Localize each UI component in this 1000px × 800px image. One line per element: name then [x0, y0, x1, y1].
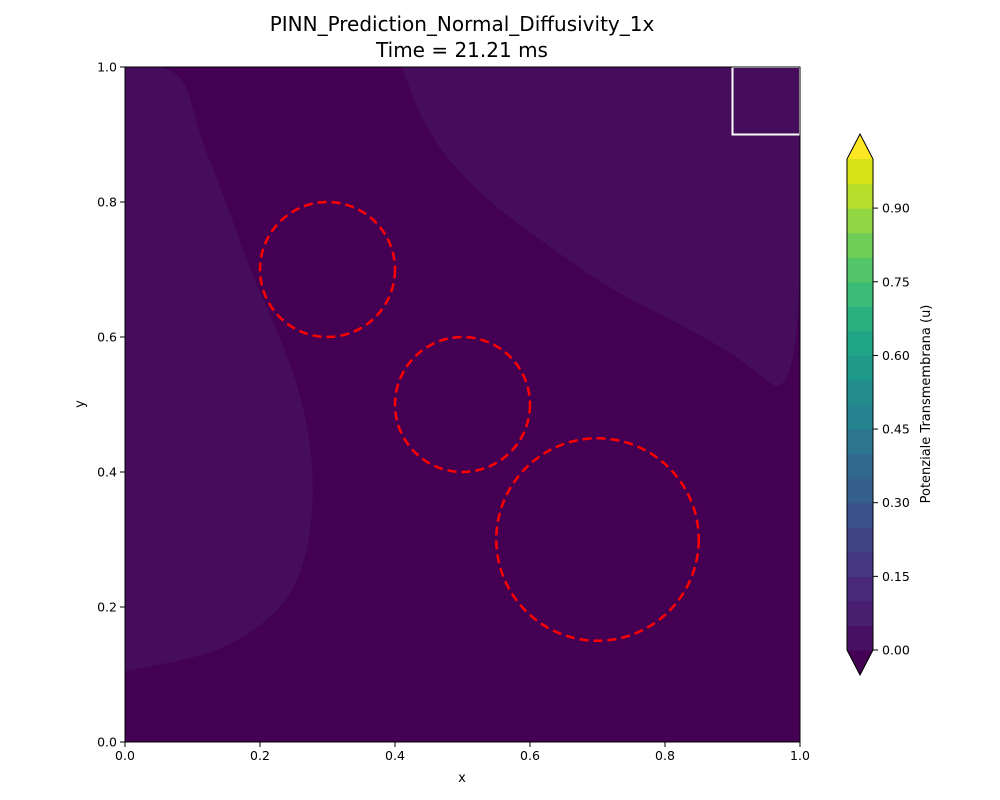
colorbar-tick-label: 0.90: [882, 201, 910, 216]
x-tick-label: 0.4: [385, 748, 405, 763]
plot-area: [124, 66, 801, 743]
colorbar: [846, 132, 874, 677]
colorbar-extend-low: [847, 650, 873, 675]
chart-subtitle-time: Time = 21.21 ms: [375, 38, 548, 62]
colorbar-band: [847, 183, 873, 209]
colorbar-band: [847, 232, 873, 258]
colorbar-label: Potenziale Transmembrana (u): [919, 305, 934, 504]
x-tick-label: 0.8: [655, 748, 675, 763]
field-upper-region-1: [125, 67, 313, 672]
colorbar-band: [847, 404, 873, 430]
colorbar-band: [847, 355, 873, 381]
colorbar-tick-label: 0.45: [882, 422, 910, 437]
colorbar-band: [847, 478, 873, 504]
x-axis-label: x: [458, 771, 466, 786]
colorbar-band: [847, 306, 873, 332]
colorbar-band: [847, 281, 873, 307]
x-axis: 0.0 0.2 0.4 0.6 0.8 1.0: [115, 742, 810, 763]
colorbar-tick-label: 0.75: [882, 274, 910, 289]
tissue-circles: [258, 200, 700, 642]
colorbar-band: [847, 600, 873, 627]
colorbar-outline: [846, 132, 874, 677]
colorbar-band: [847, 379, 873, 406]
colorbar-tick-label: 0.00: [882, 643, 910, 658]
x-tick-label: 0.6: [520, 748, 540, 763]
potential-field: [125, 67, 800, 742]
colorbar-tick-label: 0.30: [882, 495, 910, 510]
colorbar-band: [847, 576, 873, 602]
colorbar-band: [847, 527, 873, 553]
chart-title: PINN_Prediction_Normal_Diffusivity_1x: [270, 12, 655, 36]
colorbar-band: [847, 257, 873, 283]
colorbar-extend-high: [847, 134, 873, 159]
x-tick-label: 0.0: [115, 748, 135, 763]
field-upper-region-2: [401, 67, 800, 386]
plot-frame: [124, 66, 801, 743]
colorbar-band: [847, 429, 873, 455]
y-tick-label: 0.0: [97, 735, 117, 750]
tissue-circle-3: [495, 437, 700, 642]
y-axis-label: y: [73, 400, 88, 408]
colorbar-band: [847, 159, 873, 185]
colorbar-band: [847, 330, 873, 356]
y-tick-label: 1.0: [97, 60, 117, 75]
colorbar-band: [847, 625, 873, 651]
colorbar-band: [847, 453, 873, 479]
colorbar-band: [847, 551, 873, 577]
tissue-circle-1: [258, 200, 397, 339]
y-axis: 0.0 0.2 0.4 0.6 0.8 1.0: [97, 60, 125, 750]
y-tick-label: 0.6: [97, 330, 117, 345]
y-tick-label: 0.8: [97, 195, 117, 210]
x-tick-label: 1.0: [790, 748, 810, 763]
colorbar-tick-label: 0.15: [882, 569, 910, 584]
colorbar-band: [847, 502, 873, 528]
y-tick-label: 0.2: [97, 600, 117, 615]
colorbar-tick-label: 0.60: [882, 348, 910, 363]
colorbar-band: [847, 208, 873, 234]
y-tick-label: 0.4: [97, 465, 117, 480]
tissue-circle-2: [393, 335, 532, 474]
x-tick-label: 0.2: [250, 748, 270, 763]
colorbar-ticks: 0.00 0.15 0.30 0.45 0.60 0.75 0.90: [873, 201, 910, 658]
